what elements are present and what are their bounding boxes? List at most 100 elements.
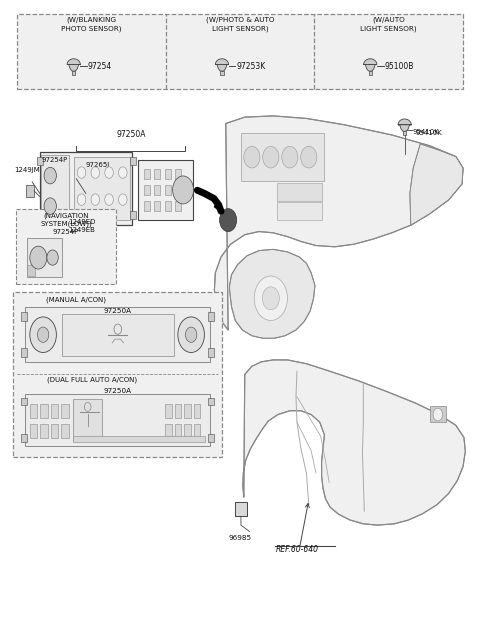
Circle shape [44,198,56,214]
Text: (W/PHOTO & AUTO
LIGHT SENSOR): (W/PHOTO & AUTO LIGHT SENSOR) [206,17,274,31]
Circle shape [77,167,86,178]
Bar [25,307,210,362]
Bar [40,152,132,225]
Bar [16,209,116,284]
Bar [184,424,191,438]
Circle shape [301,146,317,168]
Text: 95100B: 95100B [384,62,414,71]
Bar [165,169,171,179]
Bar [193,404,200,418]
Circle shape [119,194,127,205]
Circle shape [119,167,127,178]
Circle shape [263,146,279,168]
Bar [25,185,34,197]
Circle shape [91,167,99,178]
Bar [165,404,172,418]
Bar [61,404,69,418]
Circle shape [262,287,279,310]
Bar [130,157,136,165]
Bar [74,157,130,220]
Bar [235,503,247,516]
Bar [30,404,37,418]
Bar [175,185,181,195]
Polygon shape [67,59,80,65]
Bar [369,71,372,75]
Circle shape [219,209,237,231]
Text: 1249JM: 1249JM [14,167,40,173]
Text: (W/BLANKING
PHOTO SENSOR): (W/BLANKING PHOTO SENSOR) [61,17,122,31]
Bar [154,169,160,179]
Bar [41,155,69,222]
Polygon shape [398,119,411,125]
Bar [277,183,322,201]
Text: (DUAL FULL AUTO A/CON): (DUAL FULL AUTO A/CON) [48,377,138,383]
Bar [144,201,150,210]
Bar [30,424,37,438]
Bar [40,424,48,438]
Polygon shape [363,59,377,65]
Circle shape [37,327,49,342]
Bar [144,169,150,179]
Text: 97250A: 97250A [104,388,132,394]
Polygon shape [243,360,466,525]
Circle shape [173,176,193,204]
Bar [17,13,463,88]
Bar [73,399,102,440]
Bar [208,348,214,357]
Bar [144,185,150,195]
Bar [26,238,62,278]
Bar [59,229,66,239]
Bar [165,424,172,438]
Bar [21,312,27,321]
Bar [61,424,69,438]
Bar [21,434,27,442]
Bar [21,398,27,406]
Circle shape [105,167,113,178]
Text: 97253K: 97253K [236,62,265,71]
Polygon shape [410,144,463,225]
Circle shape [77,194,86,205]
Bar [175,169,181,179]
Bar [184,404,191,418]
Circle shape [30,317,56,353]
Bar [193,424,200,438]
Bar [241,133,324,181]
Circle shape [47,250,58,265]
Bar [430,406,446,422]
Circle shape [244,146,260,168]
Text: (NAVIGATION
SYSTEM(LOW))
97254P: (NAVIGATION SYSTEM(LOW)) 97254P [40,212,92,235]
Circle shape [44,167,56,184]
Circle shape [433,408,443,421]
Bar [154,201,160,210]
Bar [138,160,192,220]
Bar [51,404,58,418]
Bar [73,435,205,442]
Bar [27,265,35,276]
Text: (W/AUTO
LIGHT SENSOR): (W/AUTO LIGHT SENSOR) [360,17,417,31]
Bar [208,434,214,442]
Text: 96985: 96985 [228,535,252,540]
Bar [72,71,75,75]
Text: 97254P: 97254P [42,157,68,163]
Bar [175,424,181,438]
Bar [25,394,210,445]
Text: 95410K: 95410K [413,129,440,135]
Polygon shape [400,125,409,131]
Bar [208,312,214,321]
Text: (MANUAL A/CON): (MANUAL A/CON) [46,296,106,303]
Circle shape [282,146,298,168]
Circle shape [105,194,113,205]
Bar [51,424,58,438]
Bar [13,292,222,457]
Circle shape [30,246,47,269]
Bar [130,211,136,219]
Circle shape [178,317,204,353]
Bar [165,201,171,210]
Text: 97265J: 97265J [86,162,110,168]
Bar [62,313,174,356]
Polygon shape [229,249,315,338]
Text: 97250A: 97250A [104,308,132,314]
Bar [175,201,181,210]
Polygon shape [69,65,79,71]
Bar [37,211,43,219]
